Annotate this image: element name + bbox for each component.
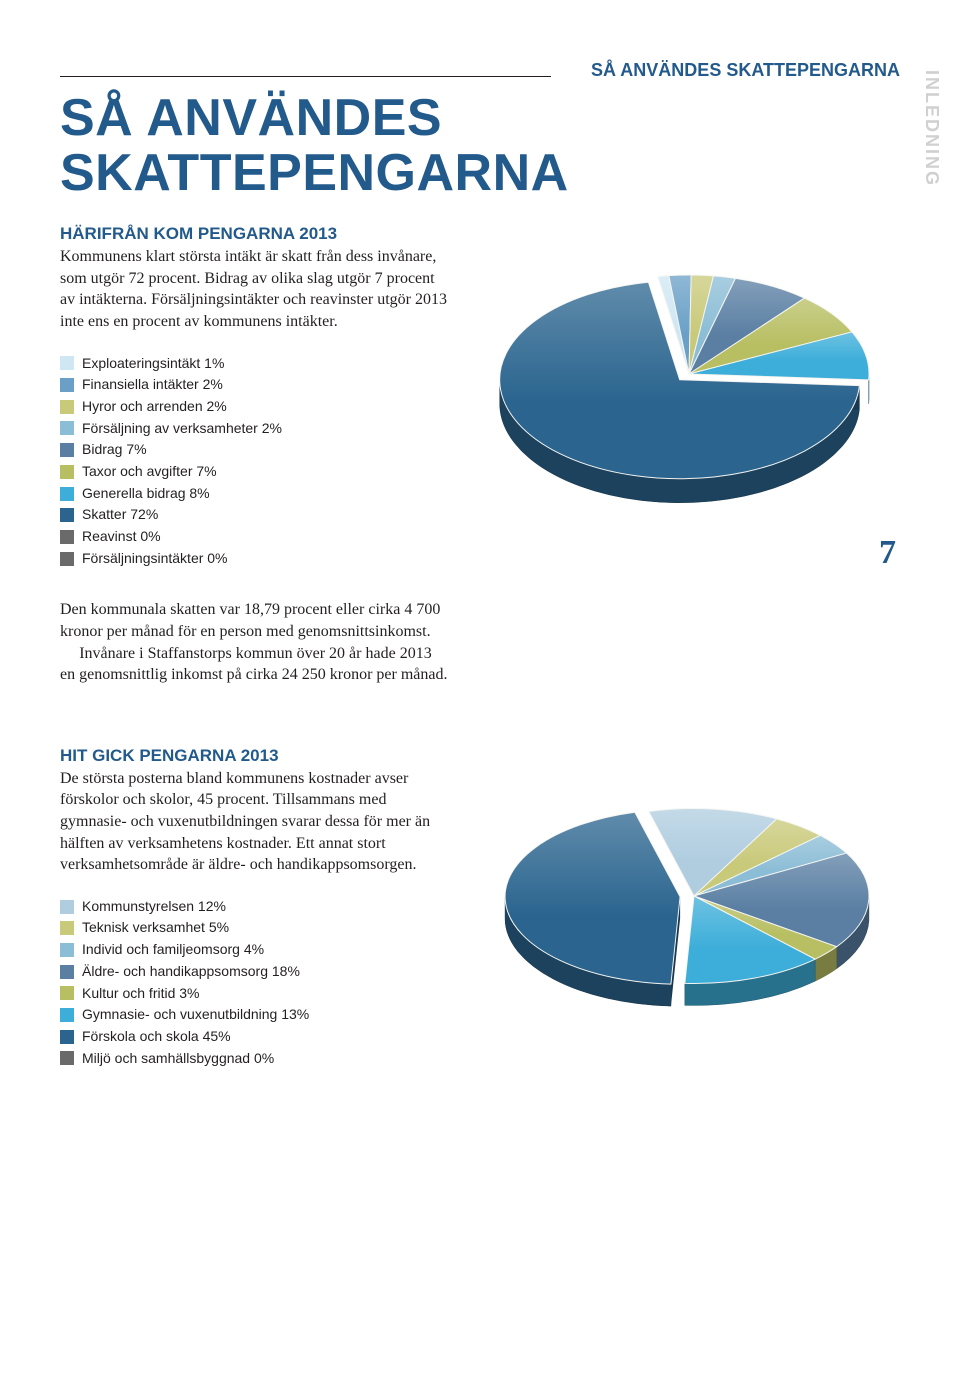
legend-item: Miljö och samhällsbyggnad 0% [60, 1048, 449, 1070]
page-title: SÅ ANVÄNDES SKATTEPENGARNA [60, 91, 900, 200]
legend-item: Försäljningsintäkter 0% [60, 548, 449, 570]
mid-para1: Den kommunala skatten var 18,79 procent … [60, 599, 449, 642]
legend-label: Försäljningsintäkter 0% [82, 548, 228, 570]
legend-swatch [60, 465, 74, 479]
section1-heading: HÄRIFRÅN KOM PENGARNA 2013 [60, 224, 449, 244]
legend-swatch [60, 1008, 74, 1022]
legend-item: Teknisk verksamhet 5% [60, 917, 449, 939]
legend-item: Generella bidrag 8% [60, 483, 449, 505]
section2-para: De största posterna bland kommunens kost… [60, 768, 449, 876]
legend-swatch [60, 1030, 74, 1044]
section2-body: De största posterna bland kommunens kost… [60, 768, 449, 876]
legend-swatch [60, 487, 74, 501]
legend-item: Individ och familjeomsorg 4% [60, 939, 449, 961]
mid-body: Den kommunala skatten var 18,79 procent … [60, 599, 449, 685]
legend-item: Hyror och arrenden 2% [60, 396, 449, 418]
section1-body: Kommunens klart största intäkt är skatt … [60, 246, 449, 332]
legend-label: Kommunstyrelsen 12% [82, 896, 226, 918]
legend-swatch [60, 552, 74, 566]
title-line-2: SKATTEPENGARNA [60, 144, 569, 202]
chart1-legend: Exploateringsintäkt 1%Finansiella intäkt… [60, 353, 449, 570]
legend-label: Kultur och fritid 3% [82, 983, 200, 1005]
legend-label: Försäljning av verksamheter 2% [82, 418, 282, 440]
legend-swatch [60, 378, 74, 392]
legend-item: Äldre- och handikappsomsorg 18% [60, 961, 449, 983]
legend-swatch [60, 921, 74, 935]
legend-item: Reavinst 0% [60, 526, 449, 548]
legend-label: Taxor och avgifter 7% [82, 461, 217, 483]
legend-swatch [60, 900, 74, 914]
legend-item: Kultur och fritid 3% [60, 983, 449, 1005]
legend-swatch [60, 530, 74, 544]
legend-item: Finansiella intäkter 2% [60, 374, 449, 396]
legend-item: Exploateringsintäkt 1% [60, 353, 449, 375]
legend-label: Förskola och skola 45% [82, 1026, 231, 1048]
legend-swatch [60, 508, 74, 522]
legend-label: Bidrag 7% [82, 439, 147, 461]
legend-item: Försäljning av verksamheter 2% [60, 418, 449, 440]
header-bar: SÅ ANVÄNDES SKATTEPENGARNA [60, 60, 900, 81]
legend-label: Miljö och samhällsbyggnad 0% [82, 1048, 274, 1070]
legend-label: Reavinst 0% [82, 526, 161, 548]
mid-para2: Invånare i Staffanstorps kommun över 20 … [60, 643, 449, 686]
legend-item: Bidrag 7% [60, 439, 449, 461]
legend-swatch [60, 400, 74, 414]
legend-item: Gymnasie- och vuxenutbildning 13% [60, 1004, 449, 1026]
legend-item: Förskola och skola 45% [60, 1026, 449, 1048]
legend-swatch [60, 943, 74, 957]
legend-label: Generella bidrag 8% [82, 483, 210, 505]
legend-label: Exploateringsintäkt 1% [82, 353, 224, 375]
legend-swatch [60, 421, 74, 435]
legend-label: Individ och familjeomsorg 4% [82, 939, 264, 961]
header-small-title: SÅ ANVÄNDES SKATTEPENGARNA [591, 60, 900, 81]
legend-label: Skatter 72% [82, 504, 158, 526]
legend-label: Teknisk verksamhet 5% [82, 917, 229, 939]
legend-label: Äldre- och handikappsomsorg 18% [82, 961, 300, 983]
section2-heading: HIT GICK PENGARNA 2013 [60, 746, 449, 766]
header-rule [60, 76, 551, 77]
legend-item: Taxor och avgifter 7% [60, 461, 449, 483]
chart2-pie [479, 776, 899, 1036]
chart1-pie [479, 224, 899, 544]
legend-item: Skatter 72% [60, 504, 449, 526]
title-line-1: SÅ ANVÄNDES [60, 89, 442, 147]
legend-label: Hyror och arrenden 2% [82, 396, 227, 418]
legend-swatch [60, 986, 74, 1000]
legend-swatch [60, 965, 74, 979]
legend-item: Kommunstyrelsen 12% [60, 896, 449, 918]
side-label: INLEDNING [921, 70, 942, 187]
legend-swatch [60, 443, 74, 457]
section1-para: Kommunens klart största intäkt är skatt … [60, 246, 449, 332]
legend-swatch [60, 356, 74, 370]
legend-label: Finansiella intäkter 2% [82, 374, 223, 396]
legend-swatch [60, 1051, 74, 1065]
chart2-legend: Kommunstyrelsen 12%Teknisk verksamhet 5%… [60, 896, 449, 1070]
legend-label: Gymnasie- och vuxenutbildning 13% [82, 1004, 309, 1026]
